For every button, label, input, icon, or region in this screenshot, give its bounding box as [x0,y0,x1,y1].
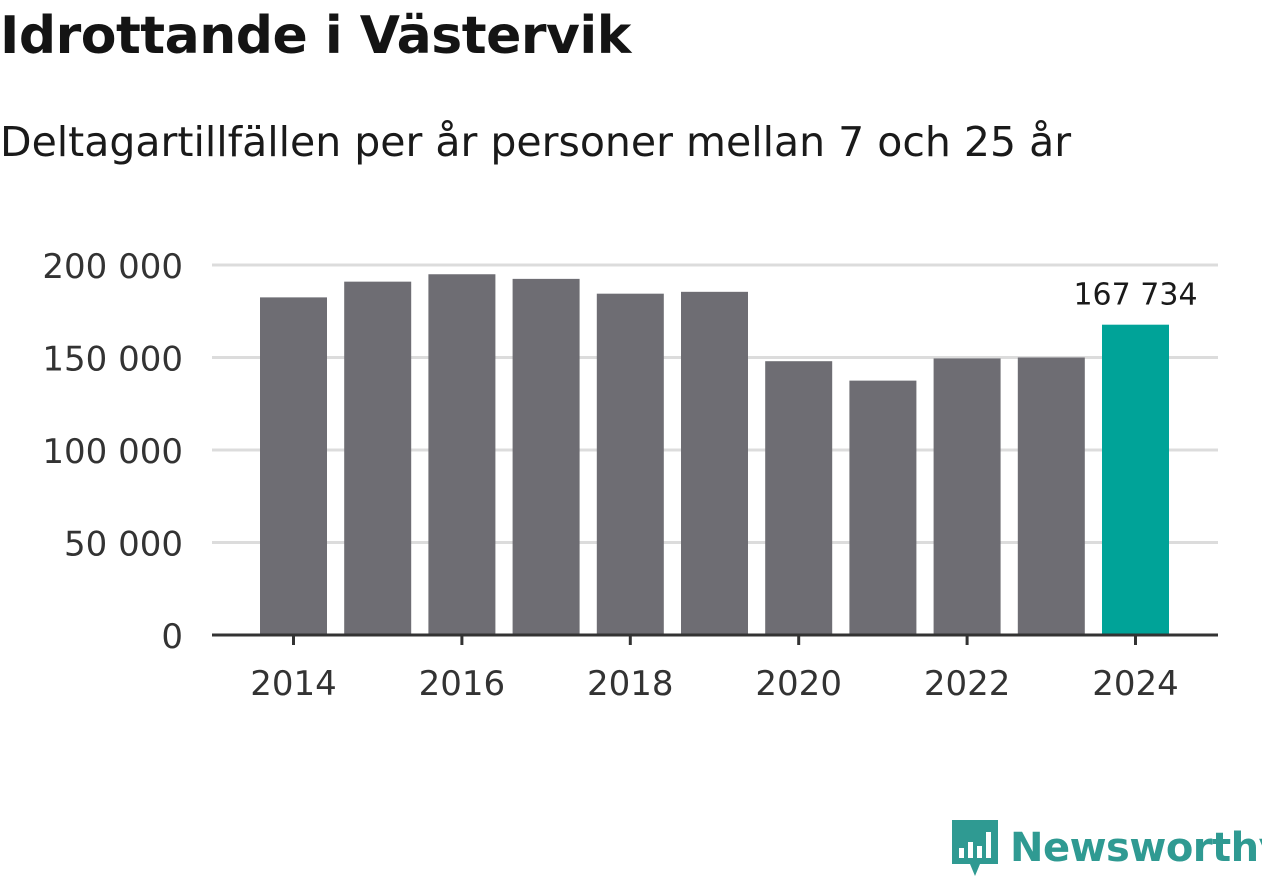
bar [344,281,412,635]
bar [933,358,1001,635]
bar [1017,357,1085,635]
x-tick-label: 2014 [250,664,337,704]
bar [428,274,496,635]
y-tick-label: 200 000 [42,247,183,287]
y-tick-label: 50 000 [64,525,183,565]
y-tick-label: 150 000 [42,340,183,380]
logo-text: Newsworthy [1010,825,1262,871]
bar-highlight [1102,324,1169,635]
bar [681,291,748,635]
x-tick-label: 2024 [1092,664,1179,704]
bar-data-label: 167 734 [1073,278,1197,313]
x-tick-label: 2016 [419,664,506,704]
x-tick-label: 2020 [755,664,842,704]
x-tick-label: 2018 [587,664,674,704]
chart-subtitle: Deltagartillfällen per år personer mella… [0,118,1072,166]
bar [512,278,580,635]
bar [849,380,917,635]
newsworthy-logo: Newsworthy [950,818,1262,878]
x-tick-label: 2022 [924,664,1011,704]
bar [765,361,833,635]
y-tick-label: 100 000 [42,432,183,472]
bar [596,293,664,635]
bar [260,297,327,635]
bar-chart: 0 50 000 100 000 150 000 200 000 167 734 2014 2… [42,247,1218,704]
newsworthy-chart-icon [952,820,998,876]
chart-title: Idrottande i Västervik [0,6,631,66]
y-tick-label: 0 [161,617,183,657]
